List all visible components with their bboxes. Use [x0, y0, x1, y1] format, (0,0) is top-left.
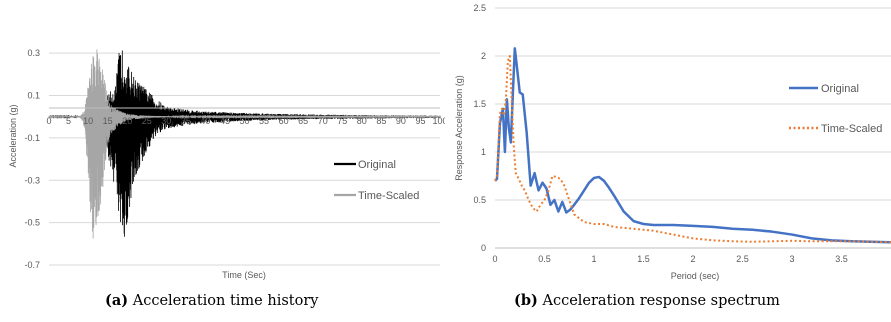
b-x-tick-labels: 0 0.5 1 1.5 2 2.5 3 3.5: [492, 254, 847, 264]
b-series-line-time-scaled: [494, 55, 891, 244]
caption-b-text: Acceleration response spectrum: [542, 293, 780, 309]
caption-a-tag: (a): [105, 292, 129, 309]
b-y-tick-label: 1: [481, 147, 486, 157]
a-x-tick-label: 100: [432, 116, 445, 126]
b-x-tick-label: 0.5: [538, 254, 551, 264]
a-x-tick-label: 10: [83, 116, 93, 126]
b-y-tick-label: 2.5: [473, 3, 486, 13]
a-x-tick-label: 20: [122, 116, 132, 126]
b-x-axis-title: Period (sec): [671, 271, 720, 281]
b-y-tick-label: 2: [481, 51, 486, 61]
b-legend: Original Time-Scaled: [789, 83, 882, 135]
a-x-tick-label: 40: [200, 116, 210, 126]
b-legend-label-original: Original: [821, 83, 859, 95]
a-y-tick-label: -0.3: [24, 175, 40, 185]
b-x-tick-label: 2.5: [736, 254, 749, 264]
b-series-group: [494, 47, 891, 244]
a-x-tick-label: 60: [279, 116, 289, 126]
a-y-tick-label: -0.7: [24, 260, 40, 270]
a-legend-label-time-scaled: Time-Scaled: [358, 190, 419, 202]
a-x-tick-label: 15: [103, 116, 113, 126]
a-x-tick-label: 90: [396, 116, 406, 126]
a-series-group: [48, 49, 441, 239]
caption-b-tag: (b): [514, 292, 538, 309]
b-x-tick-label: 0: [492, 254, 497, 264]
a-x-tick-label: 95: [415, 116, 425, 126]
b-series-line-original: [494, 47, 891, 244]
a-x-tick-label: 25: [142, 116, 152, 126]
a-y-tick-label: -0.1: [24, 133, 40, 143]
acceleration-time-history-chart: -0.7 -0.5 -0.3 -0.1 0.1 0.3 0 5 10 15 20 25 30 35 40 4…: [8, 48, 445, 280]
caption-a-text: Acceleration time history: [132, 293, 319, 309]
a-x-tick-label: 5: [66, 116, 71, 126]
a-x-tick-label: 80: [357, 116, 367, 126]
a-x-tick-label: 85: [376, 116, 386, 126]
a-x-axis-title: Time (Sec): [222, 270, 266, 280]
b-x-tick-label: 3: [789, 254, 794, 264]
b-legend-label-time-scaled: Time-Scaled: [821, 123, 882, 135]
a-y-tick-label: 0.1: [27, 91, 40, 101]
caption-b: (b) Acceleration response spectrum: [514, 292, 780, 309]
b-y-tick-labels: 0 0.5 1 1.5 2 2.5: [473, 3, 486, 253]
b-gridlines: [495, 7, 891, 249]
a-x-tick-label: 70: [318, 116, 328, 126]
a-x-tick-label: 55: [259, 116, 269, 126]
a-x-tick-label: 35: [181, 116, 191, 126]
a-y-tick-label: -0.5: [24, 218, 40, 228]
a-y-tick-label: 0.3: [27, 48, 40, 58]
a-legend-label-original: Original: [358, 159, 396, 171]
b-y-tick-label: 1.5: [473, 99, 486, 109]
a-x-tick-label: 75: [337, 116, 347, 126]
a-x-tick-label: 0: [46, 116, 51, 126]
b-y-axis-title: Response Acceleration (g): [455, 75, 464, 181]
b-x-tick-label: 2: [690, 254, 695, 264]
b-x-tick-label: 3.5: [835, 254, 848, 264]
a-series-line-original: [48, 50, 441, 237]
a-x-tick-label: 30: [161, 116, 171, 126]
b-x-tick-label: 1.5: [637, 254, 650, 264]
a-y-axis-title: Acceleration (g): [8, 104, 18, 167]
a-legend: Original Time-Scaled: [334, 159, 419, 202]
caption-a: (a) Acceleration time history: [105, 292, 318, 309]
a-x-tick-label: 65: [298, 116, 308, 126]
a-y-tick-labels: -0.7 -0.5 -0.3 -0.1 0.1 0.3: [24, 48, 40, 270]
b-y-tick-label: 0.5: [473, 195, 486, 205]
a-x-tick-label: 45: [220, 116, 230, 126]
b-y-tick-label: 0: [481, 243, 486, 253]
a-x-tick-labels: 0 5 10 15 20 25 30 35 40 45 50 55 60 65 70 75 80 85 90 95 10…: [46, 116, 445, 126]
a-x-tick-label: 50: [239, 116, 249, 126]
b-x-tick-label: 1: [591, 254, 596, 264]
acceleration-response-spectrum-chart: 0 0.5 1 1.5 2 2.5 0 0.5 1 1.5 2 2.5 3 3.5 Response A…: [455, 3, 891, 281]
